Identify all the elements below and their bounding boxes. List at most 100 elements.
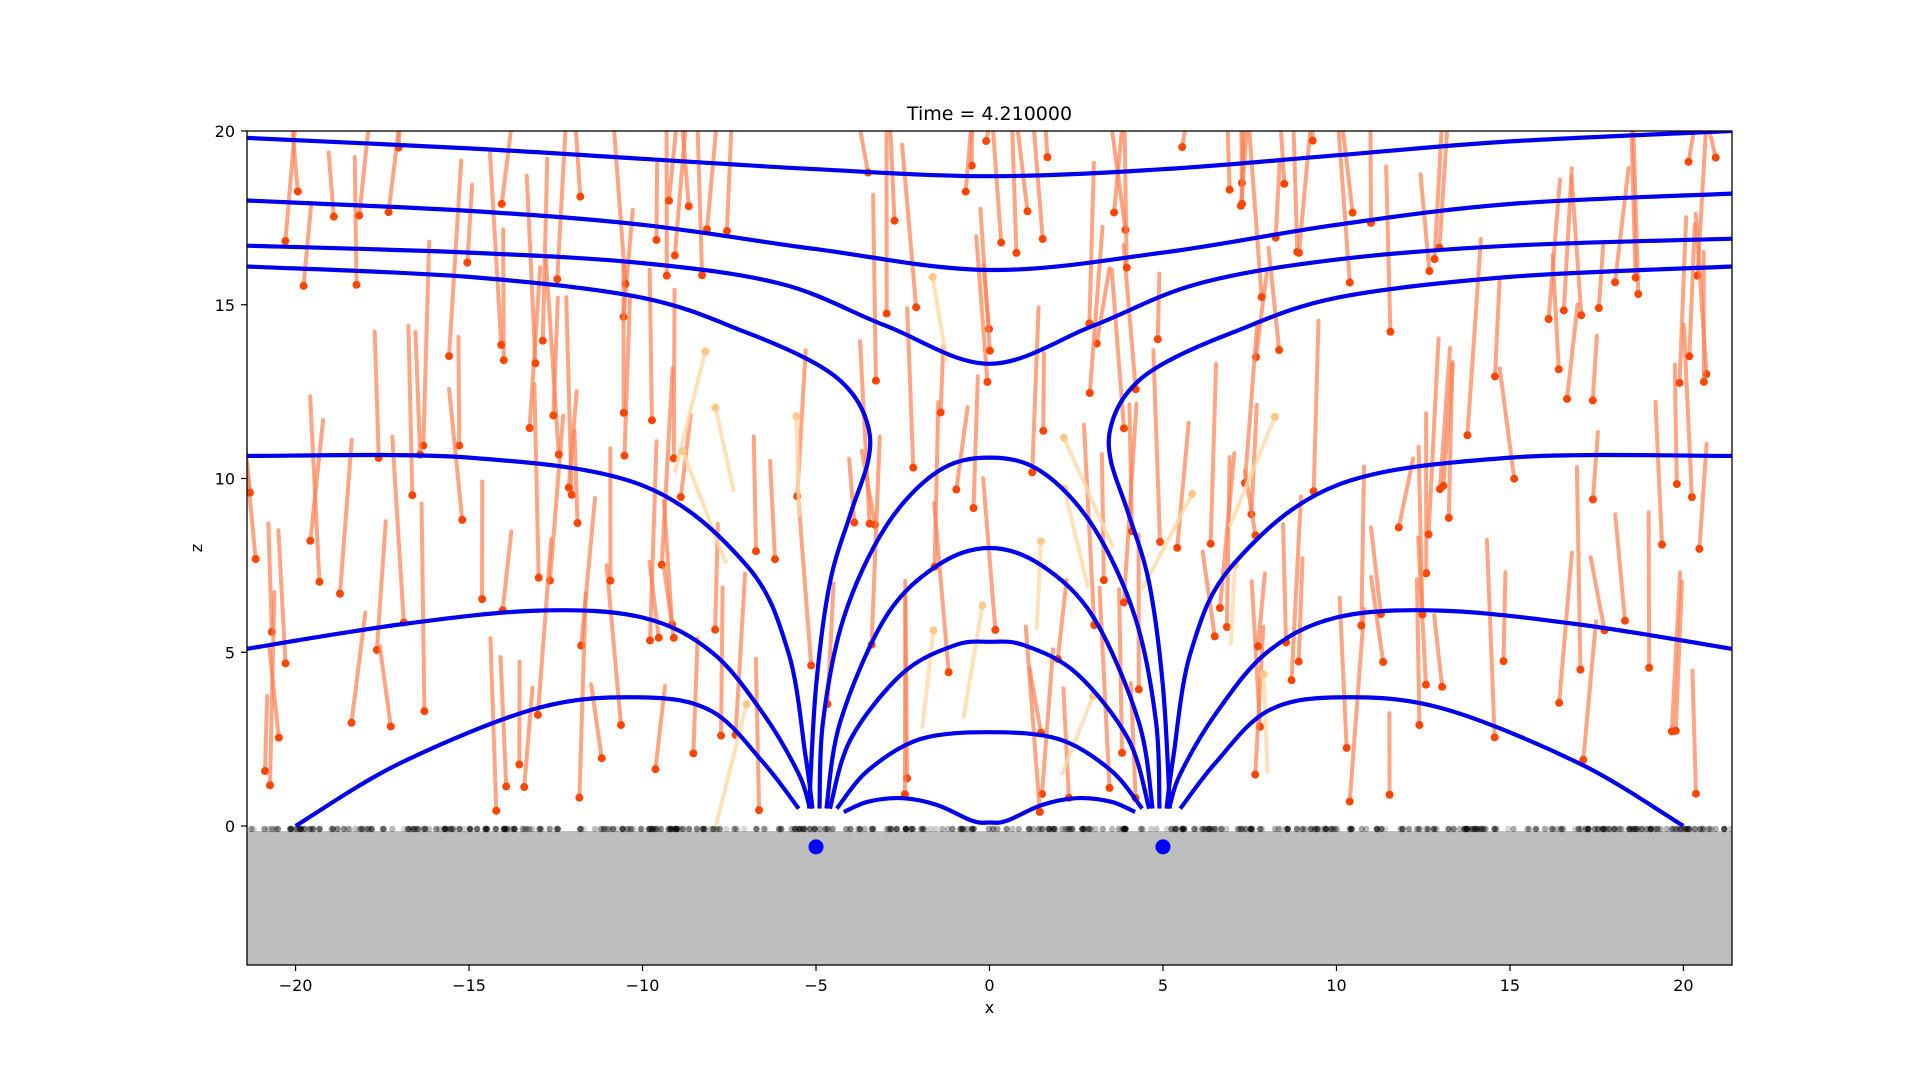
x-tick-label: −10 bbox=[626, 976, 660, 995]
particle-head bbox=[1178, 143, 1187, 152]
particle-head bbox=[1510, 474, 1519, 483]
surface-particle bbox=[340, 825, 348, 833]
particle-trail bbox=[1613, 512, 1627, 623]
surface-particle bbox=[868, 825, 875, 833]
surface-particle bbox=[1120, 825, 1128, 833]
field-line-7 bbox=[817, 455, 1162, 809]
surface-particle bbox=[672, 825, 679, 833]
surface-particle bbox=[723, 825, 730, 833]
particle-head bbox=[1490, 733, 1499, 742]
particle-head bbox=[355, 211, 364, 220]
source-marker-1 bbox=[808, 839, 824, 855]
surface-particle bbox=[1015, 825, 1023, 833]
surface-particle bbox=[422, 825, 429, 833]
particle-head bbox=[1134, 685, 1143, 694]
y-tick-label: 10 bbox=[215, 470, 235, 489]
surface-particle bbox=[842, 825, 850, 833]
y-tick-label: 15 bbox=[215, 296, 235, 315]
particle-trail bbox=[704, 131, 718, 232]
surface-particle bbox=[1705, 825, 1713, 833]
particle-head bbox=[662, 271, 671, 280]
particle-head bbox=[525, 424, 534, 433]
particle-trail bbox=[522, 685, 535, 790]
particle-head bbox=[698, 271, 707, 280]
particle-head bbox=[1039, 426, 1048, 435]
particle-trail bbox=[1418, 172, 1432, 274]
surface-particle bbox=[1405, 825, 1412, 833]
particle-head bbox=[1035, 807, 1044, 816]
surface-particle bbox=[603, 825, 611, 833]
particle-trail bbox=[413, 329, 423, 457]
particle-trail bbox=[266, 521, 274, 634]
surface-particle bbox=[286, 825, 294, 833]
particle-trail bbox=[671, 287, 677, 461]
particle-trail bbox=[419, 501, 427, 714]
surface-particle bbox=[902, 825, 909, 833]
surface-particle bbox=[1179, 825, 1186, 833]
particle-trail bbox=[1040, 647, 1056, 797]
surface-particle bbox=[1046, 825, 1053, 833]
surface-particle bbox=[870, 825, 877, 833]
surface-particle bbox=[1256, 825, 1263, 833]
surface-particle bbox=[627, 825, 635, 833]
surface-particle bbox=[536, 825, 544, 833]
surface-particle bbox=[1348, 825, 1355, 833]
surface-particle bbox=[1450, 825, 1457, 833]
particle-head bbox=[961, 187, 970, 196]
particle-trail bbox=[357, 131, 371, 218]
surface-particle bbox=[789, 825, 796, 833]
surface-particle bbox=[1293, 825, 1301, 833]
surface-particle bbox=[1571, 825, 1579, 833]
surface-particle bbox=[368, 825, 376, 833]
surface-particle bbox=[1025, 825, 1033, 833]
particle-trail bbox=[1368, 131, 1373, 225]
surface-particle bbox=[1557, 825, 1565, 833]
surface-particle bbox=[504, 825, 511, 833]
particle-trail bbox=[1588, 555, 1607, 633]
surface-particle bbox=[1122, 825, 1129, 833]
surface-particle bbox=[1211, 825, 1219, 833]
particle-head bbox=[1294, 657, 1303, 666]
surface-particle bbox=[1171, 825, 1179, 833]
particle-trail bbox=[267, 590, 277, 788]
surface-particle bbox=[1025, 825, 1033, 833]
particle-trail bbox=[1368, 525, 1383, 617]
particle-head bbox=[1631, 273, 1640, 282]
particle-head bbox=[689, 749, 698, 758]
particle-trail bbox=[1032, 131, 1045, 241]
particle-head bbox=[1579, 755, 1588, 764]
surface-particle bbox=[1463, 825, 1470, 833]
surface-particle bbox=[885, 825, 892, 833]
surface-particle bbox=[1078, 825, 1086, 833]
surface-particle bbox=[1433, 825, 1440, 833]
particle-trail bbox=[540, 156, 550, 343]
surface-particle bbox=[306, 825, 314, 833]
surface-particle bbox=[1585, 825, 1592, 833]
surface-particle bbox=[591, 825, 599, 833]
field-line-5 bbox=[247, 452, 815, 809]
particle-head bbox=[619, 408, 628, 417]
particle-trail bbox=[1369, 574, 1386, 664]
surface-particle bbox=[753, 825, 760, 833]
surface-particle bbox=[511, 825, 518, 833]
field-line-10 bbox=[835, 730, 1144, 810]
surface-particle bbox=[287, 825, 295, 833]
particle-head bbox=[597, 754, 606, 763]
surface-particle bbox=[368, 825, 375, 833]
surface-particle bbox=[1108, 825, 1116, 833]
particle-head bbox=[1173, 543, 1182, 552]
surface-particle bbox=[619, 825, 626, 833]
particle-head bbox=[1421, 680, 1430, 689]
surface-particle bbox=[293, 825, 300, 833]
particle-head bbox=[499, 356, 508, 365]
surface-particle bbox=[883, 825, 890, 833]
faded-trail bbox=[1228, 562, 1237, 646]
surface-particle bbox=[346, 825, 353, 833]
particle-trail bbox=[247, 447, 258, 561]
particle-head bbox=[985, 346, 994, 355]
particle-trail bbox=[535, 537, 554, 717]
faded-trail-head bbox=[711, 403, 720, 412]
surface-particle bbox=[619, 825, 627, 833]
surface-particle bbox=[352, 825, 359, 833]
